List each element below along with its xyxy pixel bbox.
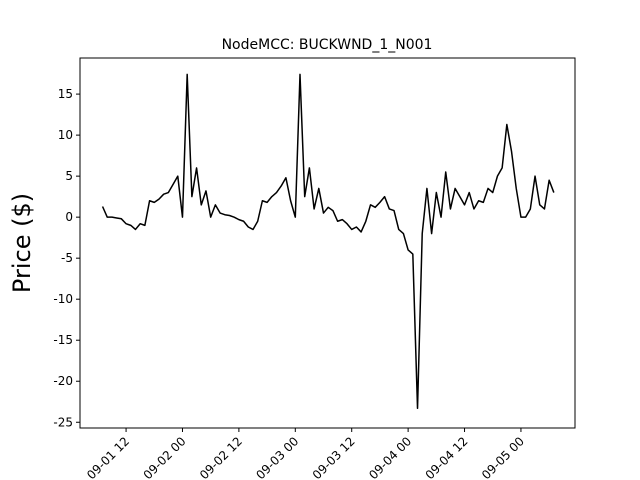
y-tick-label: -5 [61,251,73,265]
y-tick-label: 0 [65,210,73,224]
x-tick-label: 09-05 00 [479,434,527,480]
y-tick-label: 15 [58,87,73,101]
y-tick-label: -15 [53,333,73,347]
x-tick-label: 09-04 12 [423,434,471,480]
y-tick-label: 5 [65,169,73,183]
x-tick-label: 09-02 12 [197,434,245,480]
y-tick-label: -20 [53,374,73,388]
price-line [101,73,555,410]
y-tick-label: 10 [58,128,73,142]
chart-title: NodeMCC: BUCKWND_1_N001 [222,37,433,53]
x-tick-label: 09-02 00 [141,434,189,480]
x-tick-label: 09-04 00 [366,434,414,480]
x-tick-label: 09-03 00 [253,434,301,480]
x-tick-label: 09-03 12 [310,434,358,480]
x-tick-label: 09-01 12 [84,434,132,480]
y-tick-label: -25 [53,415,73,429]
plot-frame [79,57,576,429]
y-axis-label: Price ($) [8,193,36,293]
y-tick-label: -10 [53,292,73,306]
